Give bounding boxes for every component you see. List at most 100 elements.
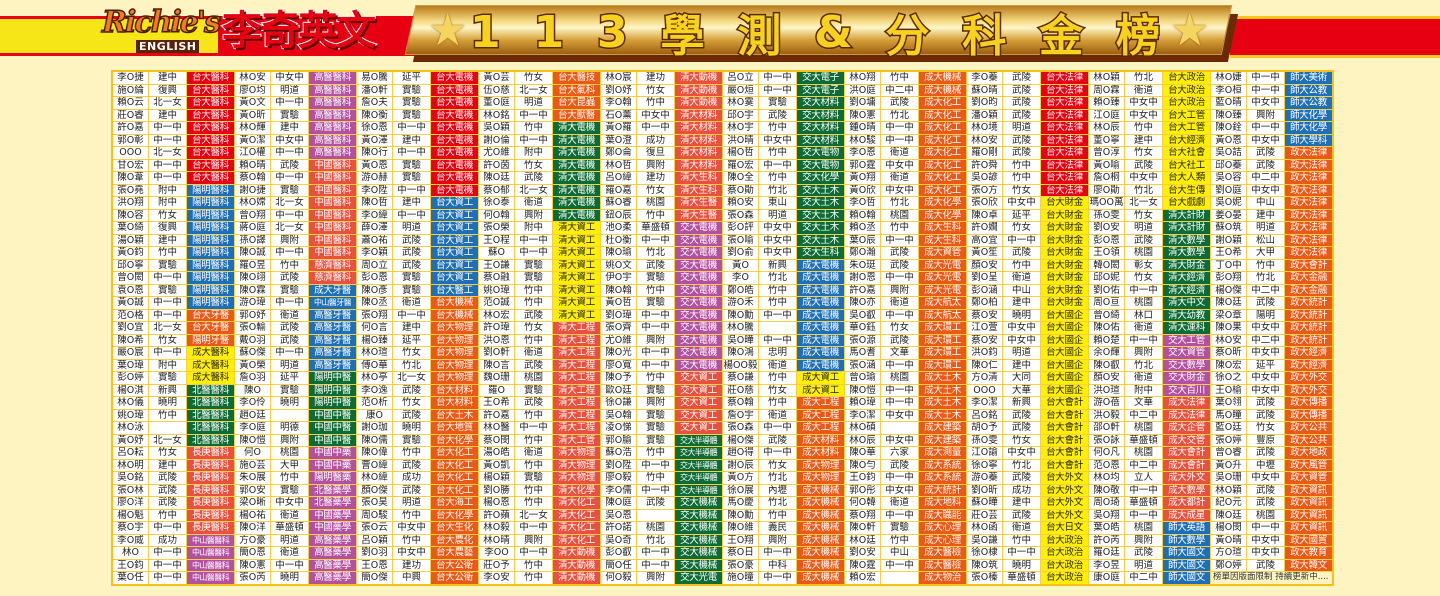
student-school: 實驗 [393, 97, 430, 109]
student-name: 梁O章 [1211, 309, 1246, 321]
student-name: 陳O哲 [357, 197, 392, 209]
student-name: 李O [723, 272, 758, 284]
student-name: 陳O亦 [845, 297, 880, 309]
student-name: 陳O銓 [1211, 122, 1246, 134]
student-dept: 成大資工 [797, 384, 844, 396]
student-school: 中女中 [1125, 97, 1162, 109]
student-school: 明道 [393, 497, 430, 509]
student-dept: 台大電機 [431, 97, 478, 109]
student-dept: 台大材料 [431, 384, 478, 396]
student-school: 中女中 [1247, 534, 1284, 546]
student-school: 衛道 [1125, 84, 1162, 96]
student-school: 衛道 [1003, 272, 1040, 284]
student-dept: 台大外文 [1041, 472, 1088, 484]
student-name: 張O詠 [1089, 434, 1124, 446]
student-name: 林O穎 [1089, 72, 1124, 84]
student-name: 嚴O烜 [723, 84, 758, 96]
student-dept: 清大工程 [553, 322, 600, 334]
student-dept: 交大生科 [797, 247, 844, 259]
student-name: 彭O恩 [1089, 234, 1124, 246]
student-dept: 台大外文 [1041, 497, 1088, 509]
student-name: 陳O霖 [235, 284, 270, 296]
student-name: 羅O剛 [967, 147, 1002, 159]
student-school: 衛道 [271, 309, 308, 321]
student-dept: 長庚醫科 [187, 497, 234, 509]
student-school: 武陵 [149, 472, 186, 484]
student-school: 武陵 [1247, 484, 1284, 496]
student-dept: 師大學科 [1285, 134, 1332, 146]
student-school: 興附 [881, 284, 918, 296]
student-school: 竹北 [393, 359, 430, 371]
student-name: 高O宜 [967, 234, 1002, 246]
student-school: 中一中 [271, 209, 308, 221]
student-dept: 台大資工 [431, 209, 478, 221]
student-dept: 政大地政 [1285, 447, 1332, 459]
student-school: 武陵 [1003, 509, 1040, 521]
student-name: 劉O佑 [1089, 284, 1124, 296]
student-school: 桃園 [881, 209, 918, 221]
student-school: 大甲 [271, 459, 308, 471]
student-dept: 成大機械 [797, 534, 844, 546]
student-name: 陳O廷 [1211, 509, 1246, 521]
student-name: 康O [357, 409, 392, 421]
student-name: 蔡O勛 [723, 184, 758, 196]
student-name: 范O誠 [479, 297, 514, 309]
student-dept: 成大建築 [919, 434, 966, 446]
student-school: 竹女 [393, 347, 430, 359]
student-dept: 交大化學 [797, 172, 844, 184]
student-dept: 台大醫科 [187, 134, 234, 146]
student-name: 陳O果 [1211, 322, 1246, 334]
student-name: 劉O呈 [967, 272, 1002, 284]
student-name: 李O昱 [1089, 559, 1124, 571]
student-dept: 台大材料 [431, 397, 478, 409]
student-dept: 政大會計 [1285, 259, 1332, 271]
student-dept: 交大電子 [797, 72, 844, 84]
student-school: 竹女 [1003, 222, 1040, 234]
student-name: 黃O恩 [1211, 134, 1246, 146]
student-school: 延平 [1247, 359, 1284, 371]
student-dept: 政大外交 [1285, 372, 1332, 384]
student-school: 中二中 [1125, 572, 1162, 584]
student-dept: 交大電機 [675, 309, 722, 321]
student-name: 江O萱 [967, 322, 1002, 334]
student-name: 羅O廷 [1089, 547, 1124, 559]
student-name: 黃O凱 [479, 459, 514, 471]
student-name: 許O瑋 [479, 322, 514, 334]
student-dept: 清大資工 [553, 297, 600, 309]
student-name: 郭O妤 [235, 309, 270, 321]
student-school: 延平 [271, 372, 308, 384]
student-dept: 成大系統 [919, 459, 966, 471]
student-school: 中女中 [1003, 334, 1040, 346]
student-school: 竹中 [881, 534, 918, 546]
student-dept: 成大會計 [1163, 447, 1210, 459]
student-dept: 台大國企 [1041, 347, 1088, 359]
student-dept: 交大電機 [675, 297, 722, 309]
student-school: 華盛頓 [1125, 497, 1162, 509]
student-school: 北一女 [149, 147, 186, 159]
student-name: 施O綸 [113, 84, 148, 96]
student-dept: 中國中藥 [309, 447, 356, 459]
student-dept: 師大數學 [1163, 534, 1210, 546]
student-name: 康O庭 [1089, 572, 1124, 584]
student-name: 楊O祐 [235, 509, 270, 521]
student-school: 中女中 [1003, 322, 1040, 334]
student-name: 張O榛 [967, 572, 1002, 584]
student-name: 戴O羽 [235, 334, 270, 346]
student-name: 江O權 [235, 147, 270, 159]
student-school: 中一中 [881, 559, 918, 571]
student-school: 武陵 [271, 159, 308, 171]
student-name: 洪O毅 [1089, 409, 1124, 421]
student-dept: 高醫牙醫 [309, 334, 356, 346]
student-name: 張O婷 [1211, 434, 1246, 446]
student-school: 竹中 [637, 209, 674, 221]
student-dept: 成大建築 [919, 422, 966, 434]
student-school: 竹中 [515, 122, 552, 134]
student-school: 中一中 [637, 359, 674, 371]
title-char: 3 [595, 5, 629, 59]
student-name: 游O瑋 [235, 297, 270, 309]
student-dept: 中國醫科 [309, 234, 356, 246]
student-school: 桃園 [271, 447, 308, 459]
student-name: 紀O元 [1211, 497, 1246, 509]
student-name: 彭O婷 [113, 372, 148, 384]
student-school: 忠明 [759, 347, 796, 359]
